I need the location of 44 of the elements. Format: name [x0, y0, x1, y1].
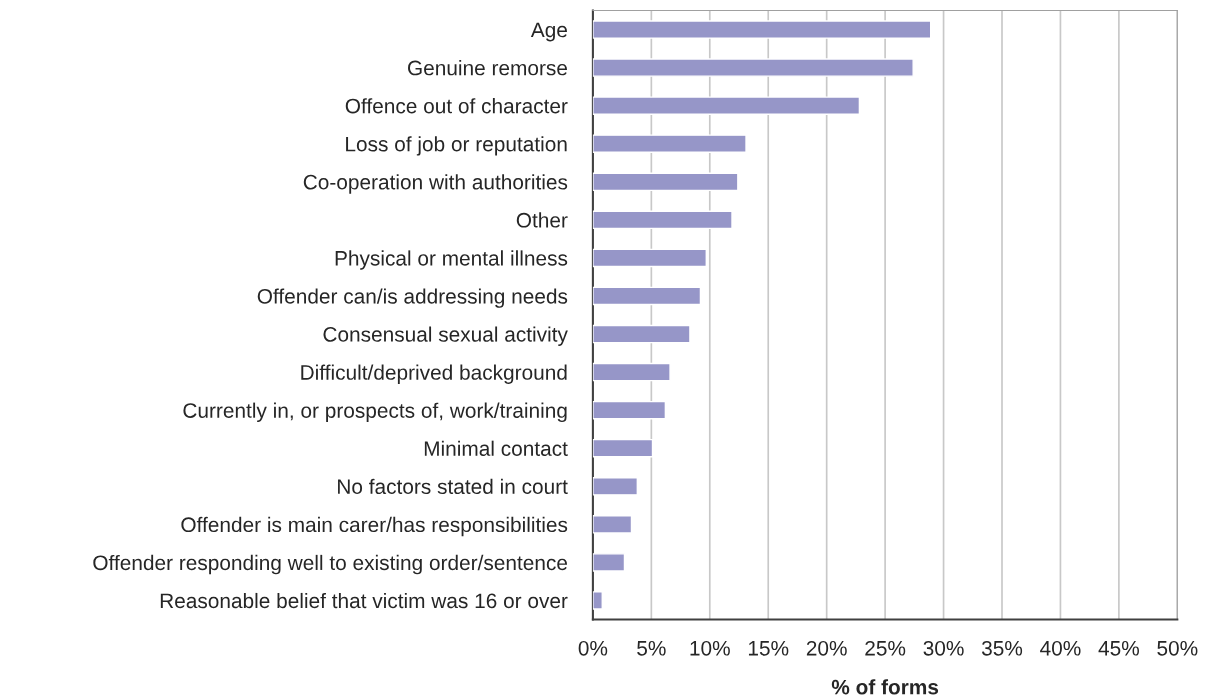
y-tick-label: Consensual sexual activity [323, 326, 568, 346]
y-tick-label: Offender is main carer/has responsibilities [181, 516, 568, 537]
bar [592, 172, 739, 192]
bar [592, 438, 654, 458]
bar [592, 400, 667, 420]
y-tick-label: Genuine remorse [408, 60, 567, 76]
bar [592, 210, 733, 230]
y-tick-label: Co-operation with authorities [303, 174, 568, 194]
bar [592, 20, 932, 39]
y-tick-label: Reasonable belief that victim was 16 or over [160, 592, 568, 609]
y-tick-label: Offence out of character [345, 98, 568, 114]
x-tick-label: 0% [578, 640, 608, 656]
bar [592, 58, 914, 77]
bar [592, 591, 603, 610]
bar [592, 324, 691, 344]
y-tick-label: Physical or mental illness [335, 250, 568, 270]
x-axis-title: % of forms [831, 679, 939, 695]
x-tick-label: 45% [1098, 640, 1139, 656]
y-tick-label: Loss of job or reputation [346, 136, 567, 156]
bar [592, 286, 702, 306]
x-tick-label: 5% [637, 640, 666, 656]
y-tick-label: Currently in, or prospects of, work/training [183, 402, 567, 423]
y-tick-label: No factors stated in court [338, 478, 568, 495]
bar [592, 515, 633, 534]
x-tick-label: 40% [1040, 640, 1081, 656]
bar [592, 134, 747, 153]
x-tick-label: 20% [806, 640, 847, 656]
bar [592, 477, 639, 496]
x-tick-label: 15% [748, 640, 789, 656]
y-tick-label: Age [530, 22, 567, 42]
bar [592, 553, 626, 572]
x-tick-label: 30% [923, 640, 964, 656]
x-tick-label: 10% [690, 640, 730, 656]
bar [592, 96, 861, 115]
x-tick-label: 50% [1157, 640, 1198, 656]
x-tick-label: 25% [865, 640, 906, 656]
y-tick-label: Offender responding well to existing order/sentence [93, 554, 568, 575]
bar [592, 362, 671, 382]
y-tick-label: Difficult/deprived background [301, 364, 567, 384]
bar [592, 248, 707, 268]
y-tick-label: Other [516, 212, 568, 228]
y-tick-label: Offender can/is addressing needs [257, 288, 568, 308]
x-tick-label: 35% [981, 640, 1023, 656]
y-tick-label: Minimal contact [424, 440, 568, 456]
